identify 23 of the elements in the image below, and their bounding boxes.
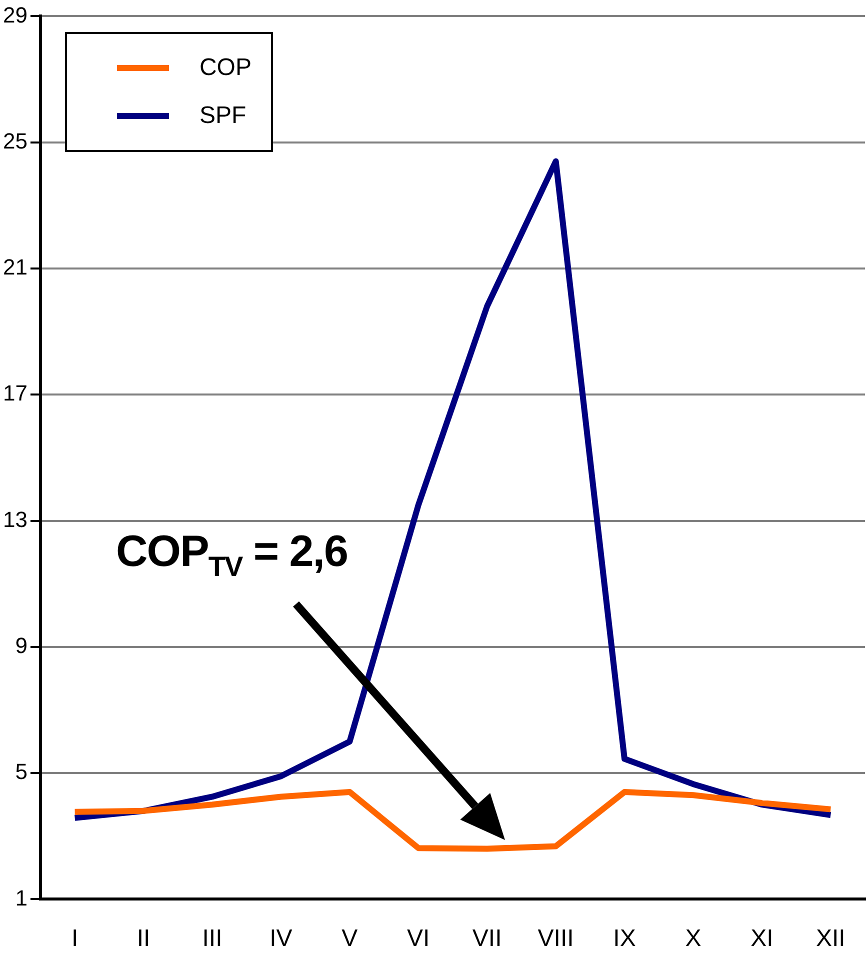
y-tick-label: 25 (2, 128, 28, 154)
y-tick-label: 17 (2, 380, 28, 406)
legend-label: COP (199, 54, 252, 82)
x-tick-label: XI (750, 925, 774, 952)
y-tick-label: 29 (2, 2, 28, 28)
y-tick-label: 1 (15, 885, 28, 910)
y-tick-label: 21 (2, 254, 28, 280)
x-tick-label: X (685, 925, 702, 952)
x-tick-label: VIII (538, 925, 574, 952)
x-tick-label: I (71, 925, 78, 952)
x-tick-label: VI (407, 925, 430, 952)
legend-label: SPF (199, 102, 246, 130)
x-tick-label: VII (472, 925, 502, 952)
y-tick-label: 13 (2, 506, 28, 532)
x-tick-label: III (202, 925, 222, 952)
y-tick-label: 9 (15, 632, 28, 658)
x-tick-label: II (136, 925, 150, 952)
x-tick-label: XII (816, 925, 846, 952)
x-tick-label: IV (270, 925, 292, 952)
y-tick-label: 5 (15, 759, 28, 784)
annotation: COP$_{TV}$ = 2,6 (108, 527, 356, 583)
x-tick-label: IX (613, 925, 636, 952)
x-tick-label: V (342, 925, 358, 952)
